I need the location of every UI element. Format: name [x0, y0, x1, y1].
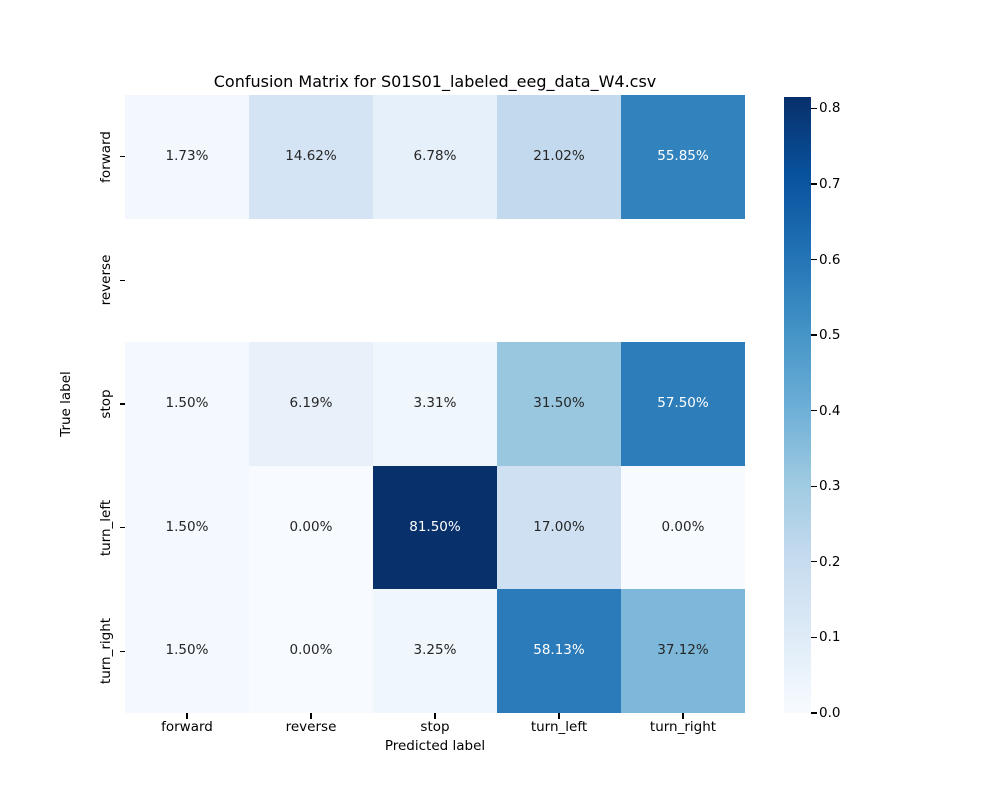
colorbar-tick-label-text: 0.1 [819, 629, 841, 646]
heatmap-cell-forward-reverse: 14.62% [249, 95, 373, 219]
colorbar-tick-mark-0.6 [811, 258, 817, 261]
colorbar-tick-label-text: 0.8 [819, 100, 841, 117]
colorbar-tick-label-text: 0.6 [819, 251, 841, 268]
colorbar-tick-mark-0.1 [811, 636, 817, 638]
heatmap-cell-turn_left-forward: 1.50% [125, 465, 249, 590]
x-tick-label-reverse-text: reverse [285, 719, 337, 735]
y-tick-mark-turn_right [119, 650, 125, 652]
cell-value-label: 1.50% [165, 395, 209, 412]
x-tick-label-turn_right-text: turn_right [649, 719, 717, 735]
heatmap-cell-stop-turn_left: 31.50% [497, 342, 621, 466]
heatmap-cell-reverse-forward [125, 218, 249, 343]
cell-value-label: 3.31% [413, 395, 457, 412]
colorbar-tick-mark-0.3 [811, 485, 817, 487]
cell-value-label: 57.50% [657, 395, 709, 412]
heatmap-cell-forward-turn_right: 55.85% [621, 95, 745, 219]
heatmap-cell-turn_left-stop: 81.50% [373, 465, 497, 590]
heatmap-cell-turn_left-turn_right: 0.00% [621, 465, 745, 590]
cell-value-label: 1.73% [165, 148, 209, 165]
chart-title: Confusion Matrix for S01S01_labeled_eeg_… [213, 72, 657, 91]
x-tick-mark-forward [186, 713, 188, 719]
colorbar-tick-label-text: 0.4 [819, 402, 841, 419]
cell-value-label: 3.25% [413, 642, 457, 659]
cell-value-label: 0.00% [661, 518, 705, 535]
cell-value-label: 6.19% [289, 395, 333, 412]
heatmap-grid: 1.73% 14.62% 6.78% 21.02% 55.85% 1.50% 6.19% 3.… [125, 95, 745, 713]
cell-value-label: 1.50% [165, 642, 209, 659]
colorbar-tick-mark-0.4 [811, 410, 817, 412]
heatmap-cell-turn_left-reverse: 0.00% [249, 465, 373, 590]
cell-value-label: 55.85% [657, 148, 709, 165]
cell-value-label: 1.50% [165, 518, 209, 535]
y-tick-mark-turn_left [119, 527, 125, 529]
cell-value-label: 14.62% [285, 148, 337, 165]
cell-value-label: 21.02% [533, 148, 585, 165]
cell-value-label: 37.12% [657, 642, 709, 659]
cell-value-label: 0.00% [289, 518, 333, 535]
colorbar [784, 97, 811, 713]
x-axis-label-text: Predicted label [384, 738, 486, 754]
heatmap-cell-stop-forward: 1.50% [125, 342, 249, 466]
heatmap-cell-turn_right-forward: 1.50% [125, 589, 249, 713]
x-tick-mark-reverse [310, 713, 312, 719]
y-tick-label-forward-text: forward [98, 130, 114, 183]
heatmap-cell-forward-stop: 6.78% [373, 95, 497, 219]
heatmap-cell-reverse-stop [373, 218, 497, 343]
heatmap-cell-turn_right-turn_left: 58.13% [497, 589, 621, 713]
x-tick-label-stop-text: stop [420, 719, 450, 735]
cell-value-label: 81.50% [409, 518, 461, 535]
cell-value-label: 17.00% [533, 518, 585, 535]
cell-value-label: 31.50% [533, 395, 585, 412]
y-tick-label-turn_left-text: turn_left [98, 499, 114, 556]
heatmap-cell-turn_right-stop: 3.25% [373, 589, 497, 713]
y-tick-label-stop-text: stop [98, 389, 114, 419]
colorbar-tick-label-text: 0.5 [819, 327, 841, 344]
x-tick-mark-turn_right [682, 713, 684, 719]
y-tick-mark-stop [119, 403, 125, 405]
colorbar-tick-label-text: 0.7 [819, 175, 841, 192]
heatmap-cell-reverse-turn_left [497, 218, 621, 343]
heatmap-cell-reverse-reverse [249, 218, 373, 343]
cell-value-label: 0.00% [289, 642, 333, 659]
colorbar-tick-mark-0.7 [811, 183, 817, 185]
colorbar-tick-mark-0.5 [811, 334, 817, 336]
colorbar-tick-mark-0.8 [811, 107, 817, 109]
colorbar-tick-mark-0.0 [811, 712, 817, 714]
colorbar-tick-label-text: 0.0 [819, 705, 841, 721]
heatmap-cell-forward-forward: 1.73% [125, 95, 249, 219]
colorbar-tick-label-text: 0.2 [819, 553, 841, 570]
heatmap-cell-stop-reverse: 6.19% [249, 342, 373, 466]
cell-value-label: 58.13% [533, 642, 585, 659]
heatmap-cell-turn_right-reverse: 0.00% [249, 589, 373, 713]
x-tick-mark-turn_left [558, 713, 560, 719]
y-tick-mark-forward [119, 156, 125, 158]
y-tick-mark-reverse [119, 279, 125, 281]
heatmap-cell-stop-stop: 3.31% [373, 342, 497, 466]
colorbar-tick-label-text: 0.3 [819, 478, 841, 495]
heatmap-cell-turn_left-turn_left: 17.00% [497, 465, 621, 590]
x-tick-label-turn_left-text: turn_left [530, 719, 588, 735]
colorbar-tick-mark-0.2 [811, 561, 817, 563]
heatmap-cell-stop-turn_right: 57.50% [621, 342, 745, 466]
heatmap-cell-turn_right-turn_right: 37.12% [621, 589, 745, 713]
x-tick-label-forward-text: forward [161, 719, 213, 735]
heatmap-cell-reverse-turn_right [621, 218, 745, 343]
x-tick-mark-stop [434, 713, 436, 719]
heatmap-cell-forward-turn_left: 21.02% [497, 95, 621, 219]
y-axis-label-text: True label [58, 371, 74, 437]
y-tick-label-reverse-text: reverse [98, 255, 114, 306]
cell-value-label: 6.78% [413, 148, 457, 165]
y-tick-label-turn_right-text: turn_right [98, 618, 114, 685]
